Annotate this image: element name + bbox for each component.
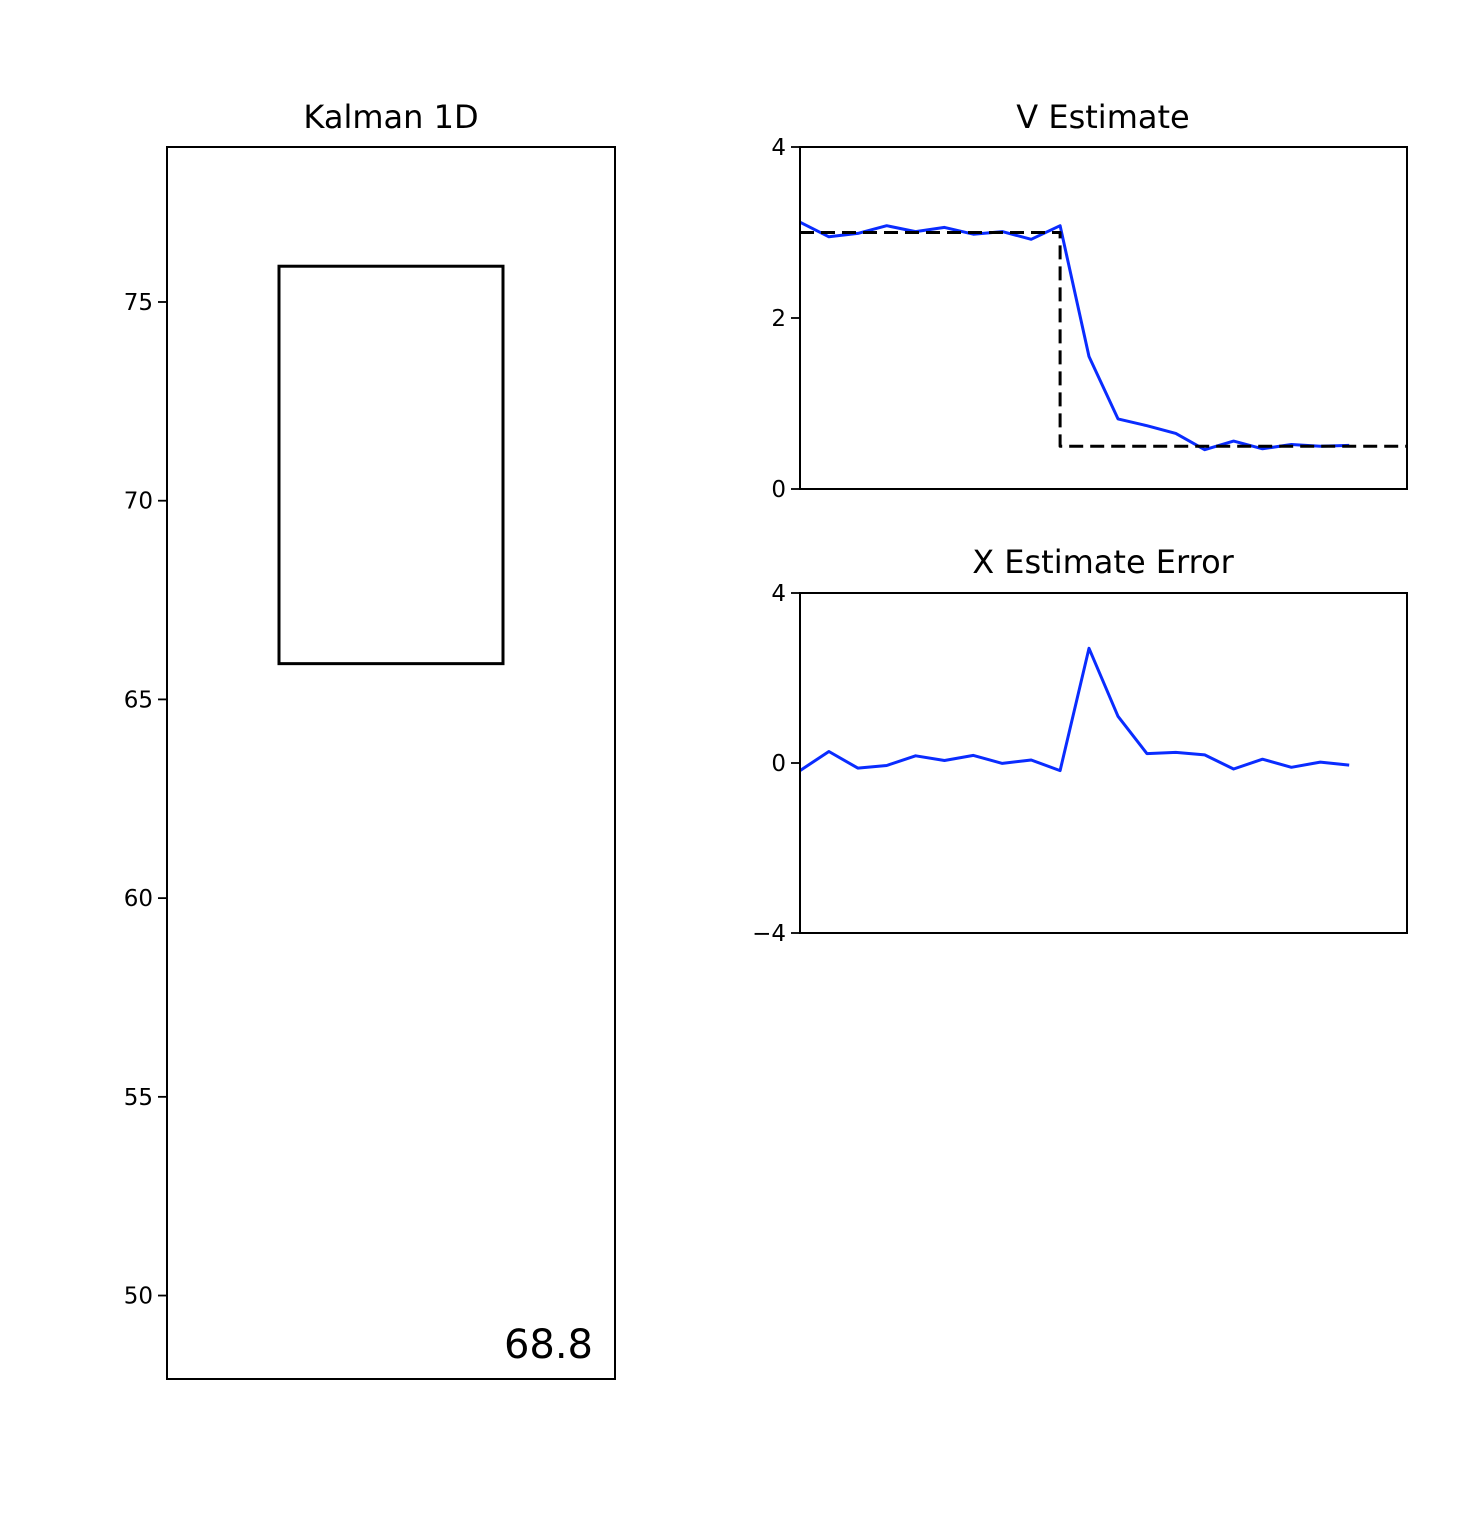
v-estimate-ytick-label: 0 bbox=[771, 477, 786, 503]
kalman-1d-title: Kalman 1D bbox=[303, 98, 478, 136]
x-estimate-error-panel: X Estimate Error −4 0 4 bbox=[752, 543, 1408, 947]
kalman-1d-ytick-label: 75 bbox=[124, 290, 153, 316]
kalman-1d-ytick-label: 55 bbox=[124, 1085, 153, 1111]
v-estimate-y-axis: 0 2 4 bbox=[771, 135, 800, 503]
x-estimate-error-plot-area bbox=[799, 646, 1350, 773]
x-estimate-error-ytick-label: 4 bbox=[771, 581, 786, 607]
x-estimate-error-estimate-line bbox=[799, 646, 1350, 773]
v-estimate-true-value-line bbox=[800, 231, 1407, 448]
v-estimate-panel: V Estimate 0 2 4 bbox=[771, 98, 1408, 503]
v-estimate-title: V Estimate bbox=[1016, 98, 1189, 136]
kalman-1d-panel: Kalman 1D 50 55 60 65 70 75 68.8 bbox=[124, 98, 616, 1380]
kalman-1d-axes-frame bbox=[166, 146, 616, 1380]
v-estimate-ytick-label: 2 bbox=[771, 306, 786, 332]
v-estimate-estimate-line bbox=[799, 220, 1350, 452]
x-estimate-error-y-axis: −4 0 4 bbox=[752, 581, 800, 947]
kalman-1d-ytick-label: 60 bbox=[124, 886, 153, 912]
v-estimate-plot-area bbox=[799, 220, 1407, 452]
v-estimate-axes-frame bbox=[799, 146, 1408, 490]
position-readout: 68.8 bbox=[504, 1322, 593, 1368]
v-estimate-ytick-label: 4 bbox=[771, 135, 786, 161]
kalman-1d-ytick-label: 70 bbox=[124, 489, 153, 515]
kalman-1d-ytick-label: 50 bbox=[124, 1284, 153, 1310]
position-box bbox=[277, 264, 505, 666]
x-estimate-error-ytick-label: 0 bbox=[771, 751, 786, 777]
x-estimate-error-title: X Estimate Error bbox=[972, 543, 1234, 581]
x-estimate-error-ytick-label: −4 bbox=[752, 921, 786, 947]
kalman-1d-y-axis: 50 55 60 65 70 75 bbox=[124, 290, 167, 1310]
kalman-1d-ytick-label: 65 bbox=[124, 687, 153, 713]
